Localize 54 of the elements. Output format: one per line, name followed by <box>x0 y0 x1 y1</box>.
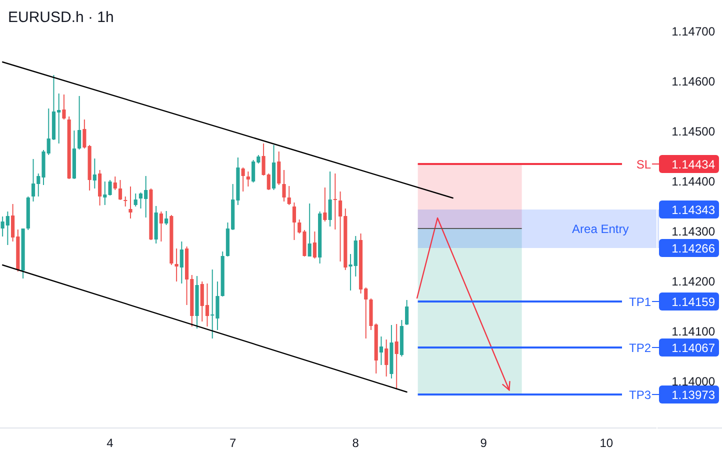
band-label: Area Entry <box>572 222 629 236</box>
candlestick <box>379 336 384 366</box>
y-tick-label: 1.14600 <box>672 74 716 88</box>
y-tick-label: 1.14100 <box>672 324 716 338</box>
x-tick-label: 8 <box>352 436 360 450</box>
candlestick <box>124 196 128 207</box>
candlestick <box>333 173 337 230</box>
text: 1.14266 <box>672 242 716 256</box>
candlestick <box>128 186 132 219</box>
candlestick <box>180 241 184 284</box>
candlestick <box>82 119 86 149</box>
y-tick-label: 1.14500 <box>672 124 716 138</box>
candlestick <box>384 339 388 377</box>
text: EURUSD.h · 1h <box>8 9 114 26</box>
candlestick <box>118 180 122 200</box>
candlestick <box>308 203 312 257</box>
candlestick <box>241 167 245 192</box>
y-tick-label: 1.14000 <box>672 374 716 388</box>
candlestick <box>134 193 138 207</box>
candlestick <box>62 94 66 120</box>
candlestick <box>287 186 291 206</box>
y-tick-label: 1.14400 <box>672 174 716 188</box>
x-tick-label: 7 <box>229 436 236 450</box>
ref-line-label: TP2 <box>628 341 652 355</box>
candlestick <box>394 324 398 390</box>
y-tick-label: 1.14700 <box>672 24 716 38</box>
x-tick-label: 4 <box>106 436 114 450</box>
text: 1.14159 <box>672 295 716 309</box>
text: 1.14343 <box>672 203 716 217</box>
candlestick <box>328 171 332 227</box>
y-tick-label: 1.14300 <box>672 224 716 238</box>
candlestick <box>312 231 316 259</box>
candlestick <box>277 151 281 186</box>
x-tick-label: 9 <box>480 436 488 450</box>
candlestick <box>174 248 178 282</box>
candlestick <box>159 211 163 242</box>
candlestick <box>92 158 96 189</box>
x-tick-label: 10 <box>600 436 614 450</box>
candlestick <box>246 171 250 187</box>
candlestick <box>323 187 327 222</box>
candlestick <box>405 300 409 326</box>
candlestick <box>113 176 117 190</box>
y-tick-label: 1.14200 <box>672 274 716 288</box>
text: 1.13973 <box>672 388 716 402</box>
ref-line-label: TP3 <box>628 388 652 402</box>
candlestick <box>98 170 102 206</box>
text: 1.14067 <box>672 341 716 355</box>
candlestick <box>282 170 286 202</box>
candlestick <box>164 210 168 226</box>
candlestick <box>292 202 296 240</box>
candlestick <box>78 96 82 150</box>
text: 1.14434 <box>672 158 716 172</box>
ref-line-label: TP1 <box>628 295 652 309</box>
ref-line-label: SL <box>636 158 652 172</box>
